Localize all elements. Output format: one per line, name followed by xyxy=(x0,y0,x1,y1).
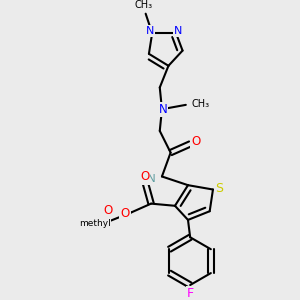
Text: N: N xyxy=(146,26,154,36)
Text: CH₃: CH₃ xyxy=(134,0,153,10)
Text: O: O xyxy=(191,135,200,148)
Text: F: F xyxy=(187,287,194,300)
Text: N: N xyxy=(174,26,182,36)
Text: CH₃: CH₃ xyxy=(192,99,210,109)
Text: HN: HN xyxy=(140,174,156,184)
Text: O: O xyxy=(103,204,112,217)
Text: methyl: methyl xyxy=(79,219,110,228)
Text: N: N xyxy=(159,103,167,116)
Text: O: O xyxy=(120,207,130,220)
Text: S: S xyxy=(215,182,223,195)
Text: O: O xyxy=(140,170,149,183)
